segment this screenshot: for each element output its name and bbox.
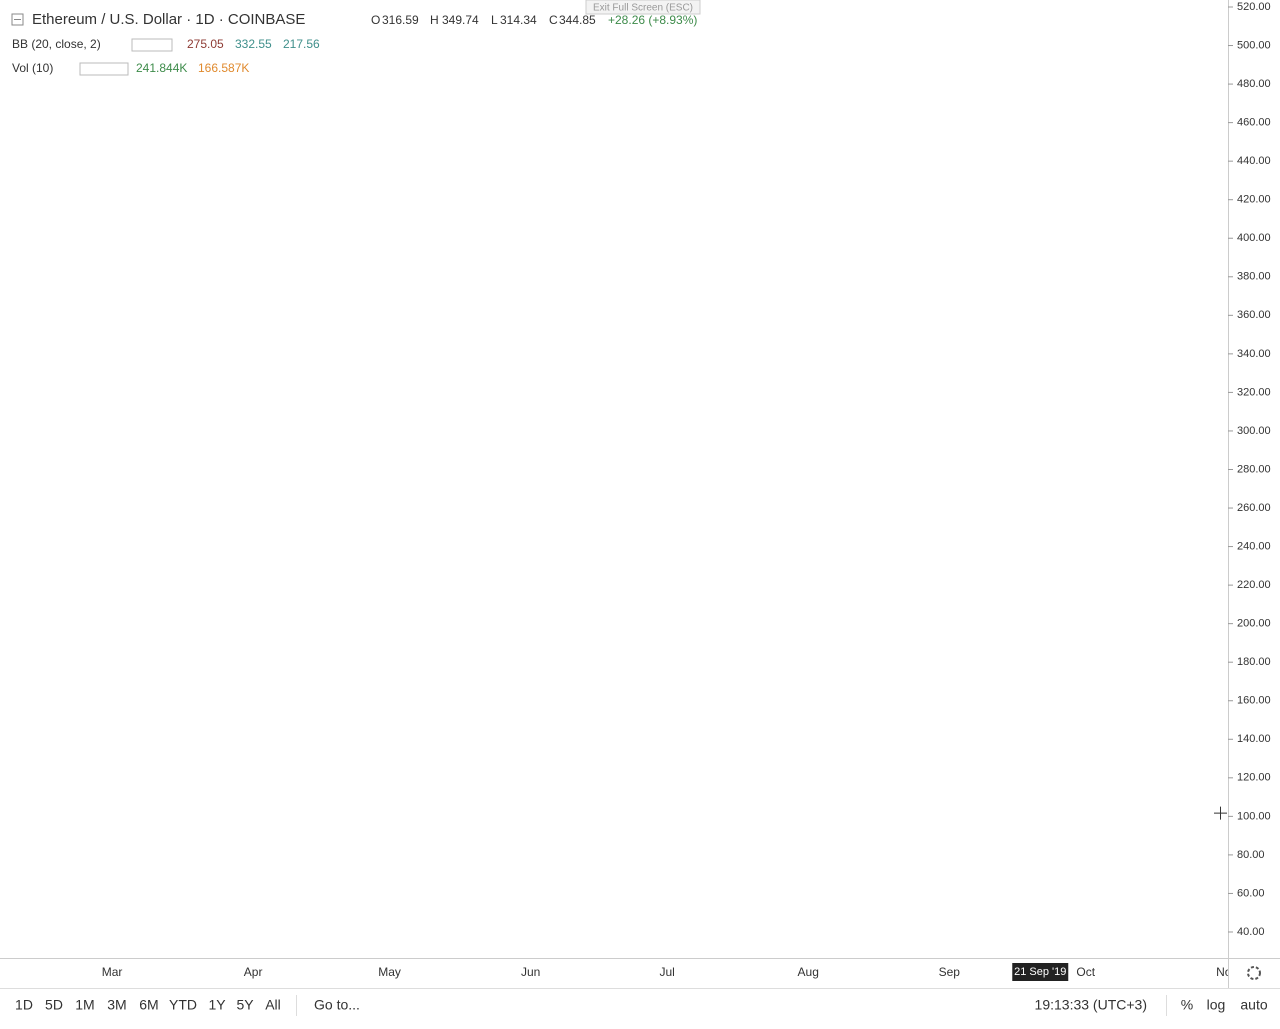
exit-fullscreen-label[interactable]: Exit Full Screen (ESC): [593, 3, 693, 14]
scale-button[interactable]: %: [1181, 997, 1193, 1013]
bb-upper-value: 332.55: [235, 37, 272, 51]
volume-value: 241.844K: [136, 61, 187, 75]
goto-button[interactable]: Go to...: [314, 997, 360, 1013]
range-button[interactable]: 1Y: [208, 997, 226, 1013]
range-button[interactable]: 1D: [15, 997, 33, 1013]
bb-lower-value: 217.56: [283, 37, 320, 51]
crosshair-cursor: [1214, 806, 1227, 820]
bb-basis-value: 275.05: [187, 37, 224, 51]
y-tick-label: 240.00: [1237, 540, 1271, 552]
symbol-title[interactable]: Ethereum / U.S. Dollar · 1D · COINBASE: [32, 11, 305, 28]
x-tick-label: Nov: [1216, 965, 1237, 979]
y-tick-label: 60.00: [1237, 887, 1265, 899]
y-tick-label: 80.00: [1237, 849, 1265, 861]
y-tick-label: 480.00: [1237, 78, 1271, 90]
indicator-icons[interactable]: [131, 38, 173, 52]
y-tick-label: 200.00: [1237, 618, 1271, 630]
y-tick-label: 260.00: [1237, 502, 1271, 514]
range-button[interactable]: 3M: [107, 997, 126, 1013]
volume-ma-value: 166.587K: [198, 61, 249, 75]
range-button[interactable]: YTD: [169, 997, 197, 1013]
ohlc-value: 314.34: [500, 13, 537, 27]
range-button[interactable]: 5Y: [236, 997, 254, 1013]
y-tick-label: 360.00: [1237, 309, 1271, 321]
time-axis-labels: Mar Apr May Jun Jul Aug Sep Oct Nov: [102, 965, 1237, 979]
x-tick-label: Sep: [939, 965, 961, 979]
collapse-icon[interactable]: [11, 13, 24, 26]
time-tag-label: 21 Sep '19: [1014, 966, 1066, 978]
y-tick-label: 420.00: [1237, 194, 1271, 206]
y-tick-label: 100.00: [1237, 810, 1271, 822]
range-button[interactable]: 6M: [139, 997, 158, 1013]
clock: 19:13:33 (UTC+3): [1035, 997, 1147, 1013]
y-tick-label: 160.00: [1237, 695, 1271, 707]
range-button[interactable]: All: [265, 997, 281, 1013]
ohlc-label: H: [430, 13, 439, 27]
y-tick-label: 400.00: [1237, 232, 1271, 244]
y-tick-label: 320.00: [1237, 386, 1271, 398]
y-tick-label: 380.00: [1237, 271, 1271, 283]
change-value: +28.26 (+8.93%): [608, 13, 697, 27]
y-tick-label: 120.00: [1237, 772, 1271, 784]
ohlc-label: O: [371, 13, 380, 27]
indicator-icons[interactable]: [79, 62, 129, 76]
range-button[interactable]: 5D: [45, 997, 63, 1013]
x-tick-label: Jun: [521, 965, 540, 979]
price-axis: [1228, 0, 1280, 988]
indicator-name[interactable]: BB (20, close, 2): [12, 37, 101, 51]
ohlc-label: L: [491, 13, 498, 27]
ohlc-label: C: [549, 13, 558, 27]
y-tick-label: 180.00: [1237, 656, 1271, 668]
x-tick-label: Apr: [244, 965, 263, 979]
x-tick-label: Aug: [798, 965, 819, 979]
scale-button[interactable]: log: [1207, 997, 1226, 1013]
y-tick-label: 440.00: [1237, 155, 1271, 167]
range-button[interactable]: 1M: [75, 997, 94, 1013]
y-tick-label: 280.00: [1237, 463, 1271, 475]
x-tick-label: May: [378, 965, 401, 979]
x-tick-label: Mar: [102, 965, 123, 979]
scale-button[interactable]: auto: [1240, 997, 1267, 1013]
ohlc-value: 344.85: [559, 13, 596, 27]
ohlc-value: 349.74: [442, 13, 479, 27]
y-tick-label: 40.00: [1237, 926, 1265, 938]
time-tag: [1012, 963, 1069, 981]
y-tick-label: 460.00: [1237, 117, 1271, 129]
x-tick-label: Jul: [659, 965, 674, 979]
y-tick-label: 340.00: [1237, 348, 1271, 360]
settings-icon[interactable]: [1247, 966, 1261, 980]
y-tick-label: 140.00: [1237, 733, 1271, 745]
ohlc-value: 316.59: [382, 13, 419, 27]
y-tick-label: 500.00: [1237, 39, 1271, 51]
indicator-name[interactable]: Vol (10): [12, 61, 53, 75]
x-tick-label: Oct: [1076, 965, 1095, 979]
exit-fullscreen-button[interactable]: [585, 0, 701, 15]
y-tick-label: 220.00: [1237, 579, 1271, 591]
y-tick-label: 520.00: [1237, 1, 1271, 13]
y-tick-label: 300.00: [1237, 425, 1271, 437]
